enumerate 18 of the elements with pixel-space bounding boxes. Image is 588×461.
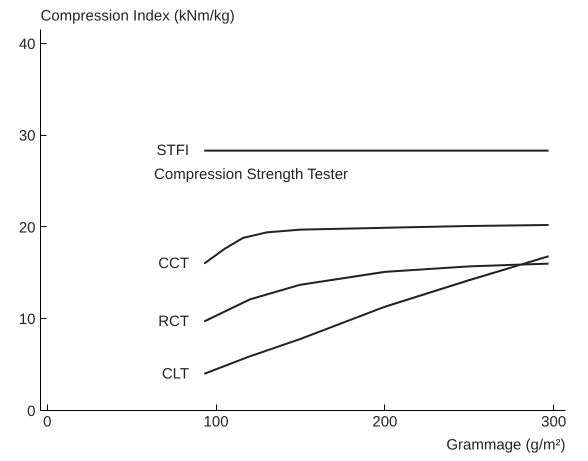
- y-tick-label: 30: [18, 128, 36, 145]
- y-tick-label: 10: [18, 311, 36, 328]
- line-series: [203, 224, 550, 265]
- series-label: CLT: [162, 365, 190, 382]
- series-label: RCT: [158, 312, 190, 330]
- x-tick-label: 300: [541, 414, 566, 430]
- y-tick-label: 0: [27, 403, 36, 420]
- x-tick-label: 0: [43, 414, 52, 430]
- y-tick-label: 40: [18, 36, 36, 53]
- x-axis-title: Grammage (g/m²): [446, 436, 566, 454]
- line-series: [203, 255, 550, 375]
- annotation: Compression Strength Tester: [154, 166, 348, 184]
- series-label: CCT: [158, 255, 190, 272]
- x-tick-label: 200: [372, 414, 398, 430]
- x-tick-label: 100: [204, 414, 229, 430]
- y-axis-title: Compression Index (kNm/kg): [40, 8, 235, 24]
- series-label: STFI: [156, 142, 190, 160]
- y-tick-label: 20: [18, 219, 36, 236]
